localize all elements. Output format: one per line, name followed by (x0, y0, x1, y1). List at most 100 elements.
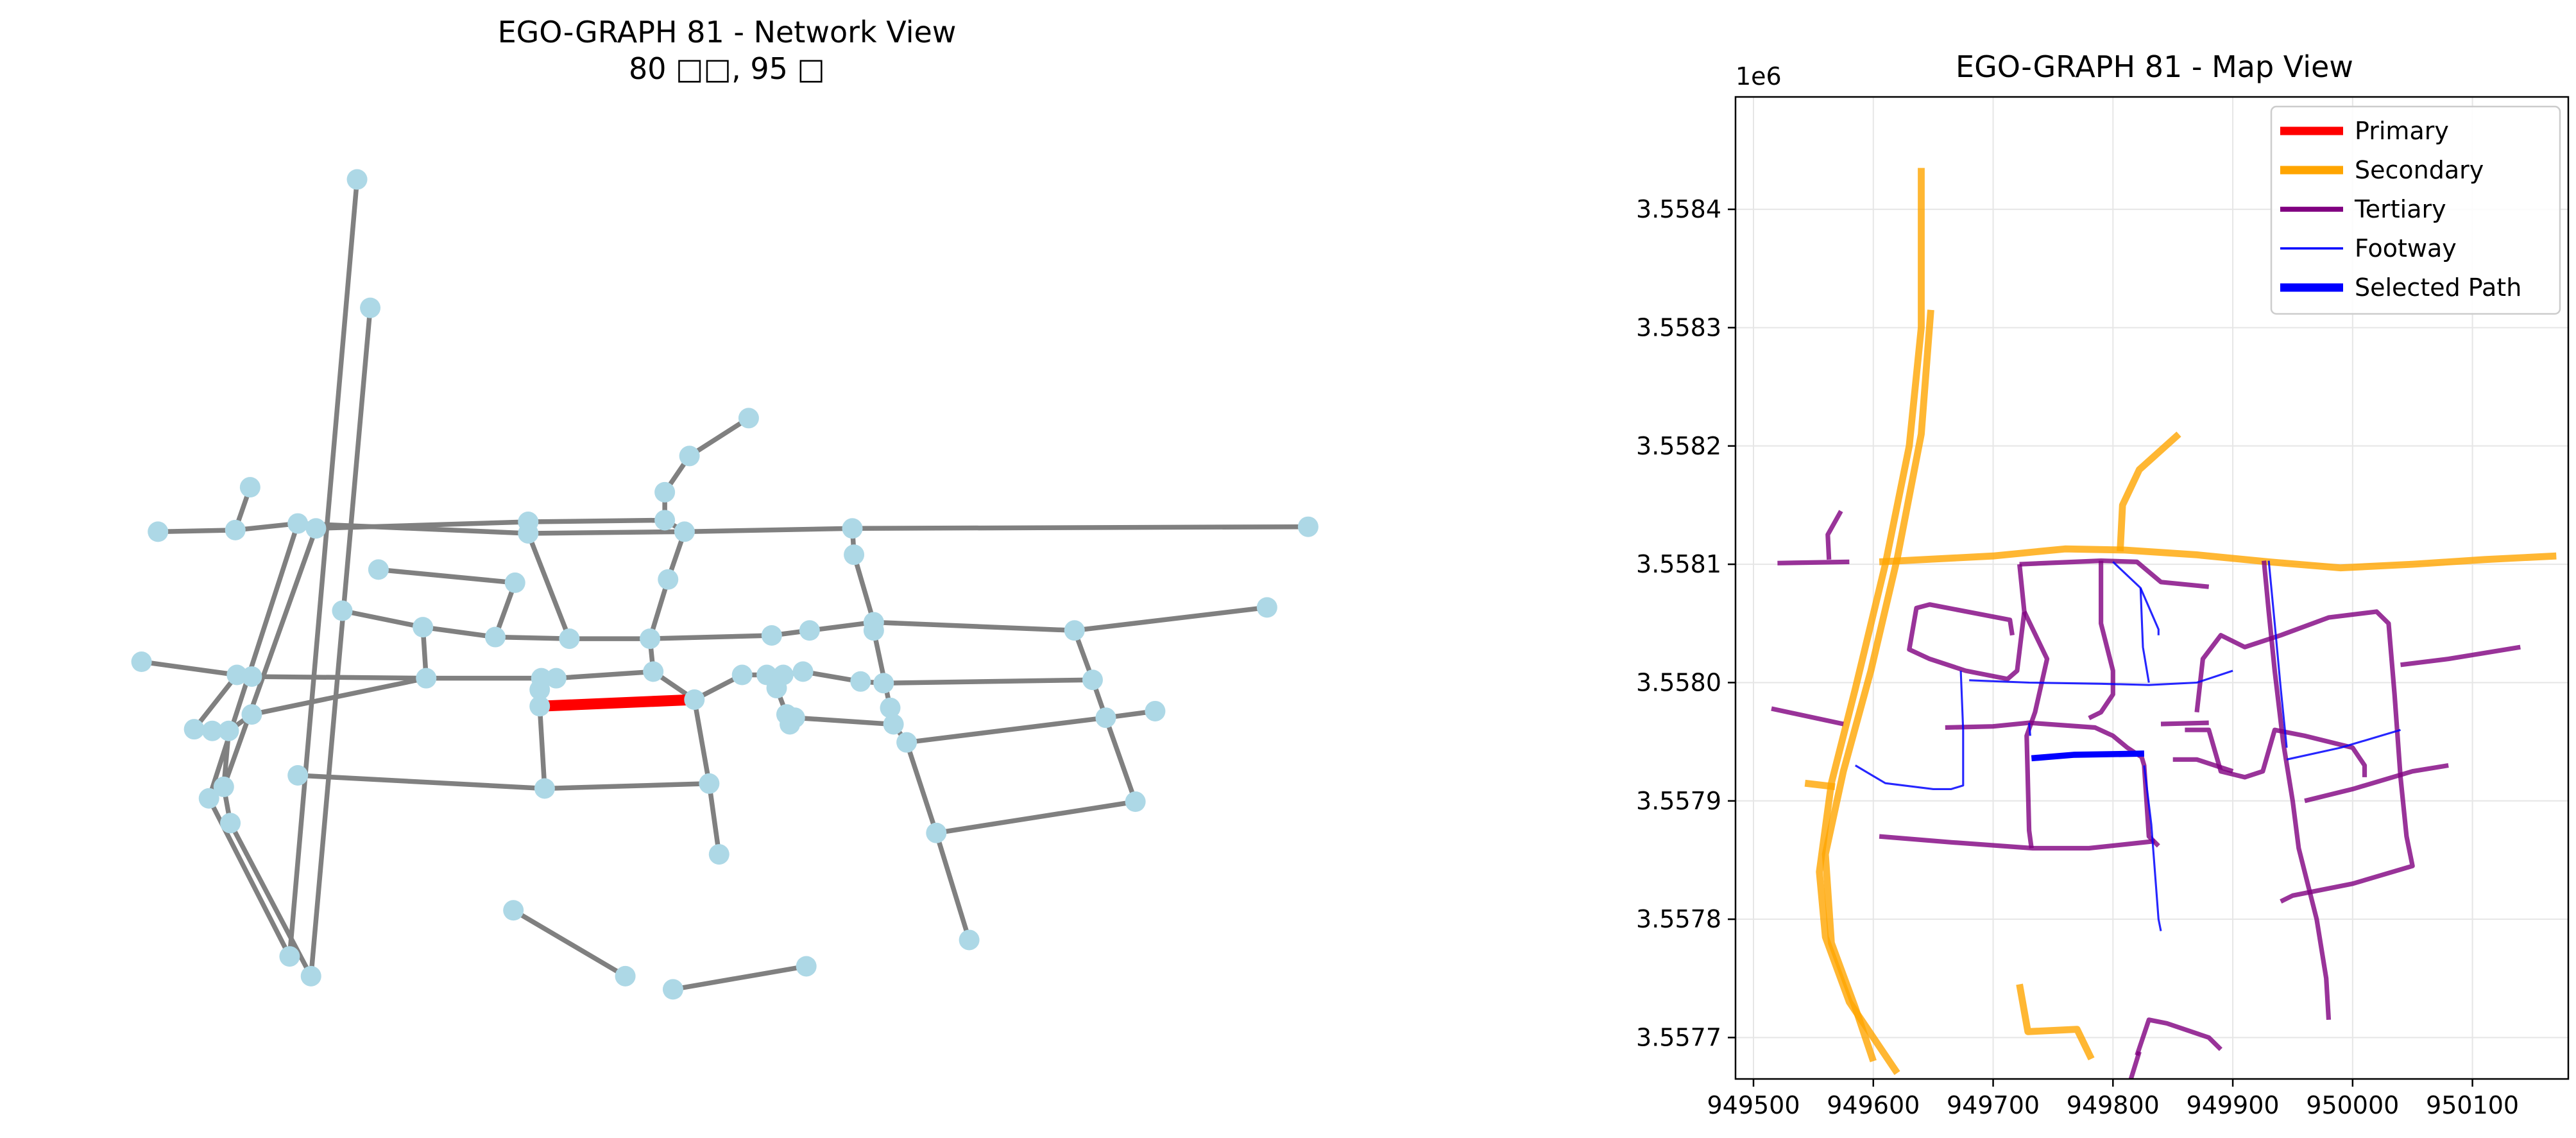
x-tick-label: 949800 (2067, 1091, 2160, 1119)
network-edge (139, 659, 240, 678)
network-node (708, 844, 729, 865)
network-edge (295, 773, 547, 791)
network-node (241, 704, 262, 725)
tertiary-line (2128, 1051, 2142, 1080)
network-node (674, 521, 695, 542)
network-selected-edge (539, 694, 695, 712)
network-node (679, 445, 700, 467)
legend-label-tertiary: Tertiary (2354, 195, 2446, 223)
network-node (880, 697, 901, 718)
network-edge (692, 697, 712, 786)
network-edge (792, 715, 896, 727)
network-node (201, 720, 223, 741)
tertiary-line (2400, 644, 2521, 668)
network-node (699, 773, 720, 794)
network-node (305, 518, 327, 539)
y-tick-label: 3.5579 (1636, 787, 1721, 815)
network-edge (493, 634, 572, 641)
y-axis-offset-label: 1e6 (1736, 62, 1782, 91)
x-axis-ticks: 949500 949600 949700 949800 949900 950000 9501… (1707, 1079, 2519, 1119)
network-view-subtitle: 80 □□, 95 □ (629, 51, 825, 86)
network-edge (706, 781, 722, 857)
tertiary-line (2185, 727, 2367, 780)
network-node (662, 979, 683, 1000)
tertiary-line (2160, 720, 2209, 727)
network-edge (525, 529, 687, 536)
network-edge (525, 517, 667, 524)
network-node (220, 813, 241, 834)
tertiary-line (2172, 757, 2234, 774)
network-node (959, 929, 980, 951)
y-tick-label: 3.5578 (1636, 905, 1721, 933)
network-node (863, 620, 884, 641)
network-node (873, 673, 894, 694)
network-edge (206, 521, 300, 801)
network-node (239, 477, 260, 498)
network-node (796, 956, 817, 977)
network-node (1064, 620, 1085, 641)
network-node (1256, 597, 1277, 618)
network-node (643, 661, 664, 682)
network-edge (249, 675, 429, 717)
network-view-panel: EGO-GRAPH 81 - Network View 80 □□, 95 □ (131, 15, 1318, 1000)
network-node (654, 481, 676, 503)
tertiary-line (2088, 560, 2115, 721)
footway-line (2112, 561, 2160, 635)
network-node (799, 620, 820, 641)
network-node (780, 714, 801, 735)
network-edge (1103, 715, 1138, 804)
network-node (368, 559, 389, 580)
network-node (148, 521, 169, 542)
network-node (518, 522, 539, 544)
secondary-line (2117, 431, 2181, 552)
network-node (684, 689, 705, 710)
network-node (1297, 516, 1318, 537)
tertiary-line (2019, 558, 2210, 589)
network-node (1145, 700, 1166, 721)
network-edge (233, 521, 300, 533)
legend-label-secondary: Secondary (2355, 156, 2484, 184)
network-edge (1071, 605, 1270, 634)
network-node (658, 569, 679, 590)
network-edge (295, 521, 531, 536)
network-node (738, 408, 759, 429)
network-node (346, 169, 368, 190)
map-view-title: EGO-GRAPH 81 - Map View (1956, 49, 2353, 84)
network-edges (139, 177, 1311, 992)
y-axis-ticks: 3.5584 3.5583 3.5582 3.5581 3.5580 3.5579 3.55… (1636, 195, 1736, 1051)
network-edge (687, 415, 751, 459)
network-edge (525, 531, 572, 641)
network-node (766, 678, 787, 699)
network-node (131, 651, 152, 673)
x-tick-label: 949500 (1707, 1091, 1800, 1119)
footway-line (2139, 587, 2150, 683)
legend-label-selected-path: Selected Path (2355, 273, 2521, 302)
network-node (1125, 791, 1146, 813)
network-edge (511, 908, 628, 979)
map-view-panel: EGO-GRAPH 81 - Map View 1e6 949500 949600… (1636, 49, 2570, 1119)
network-edge (249, 674, 429, 681)
legend-label-primary: Primary (2355, 117, 2449, 145)
network-node (883, 714, 904, 735)
footway-line (1855, 670, 1965, 790)
y-tick-label: 3.5583 (1636, 313, 1721, 341)
tertiary-line (2304, 763, 2449, 804)
tertiary-line (1879, 834, 2156, 851)
network-node (559, 628, 580, 650)
network-node (534, 778, 555, 799)
network-edge (934, 799, 1138, 836)
selected-path-line (2031, 750, 2144, 762)
tertiary-line (2262, 560, 2332, 1021)
x-tick-label: 950000 (2306, 1091, 2399, 1119)
tertiary-line (2194, 609, 2415, 904)
network-node (926, 822, 947, 843)
network-edge (851, 552, 876, 625)
network-edge (647, 577, 671, 641)
network-node (198, 788, 219, 809)
network-node (792, 661, 814, 682)
network-edge (904, 715, 1109, 745)
network-edge (871, 628, 893, 711)
x-tick-label: 949600 (1827, 1091, 1920, 1119)
network-edge (420, 625, 498, 640)
network-node (213, 776, 234, 797)
